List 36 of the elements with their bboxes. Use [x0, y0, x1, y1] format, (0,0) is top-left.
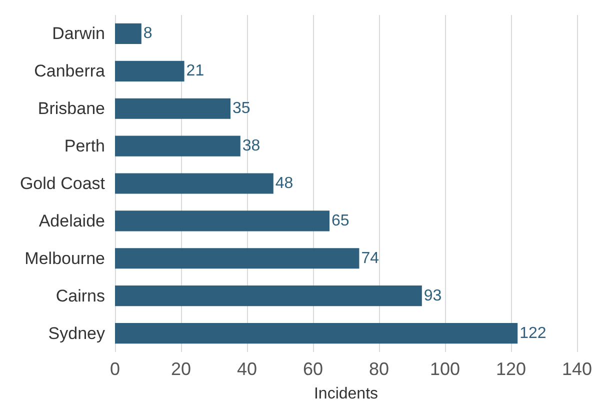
bar	[115, 23, 142, 44]
bar	[115, 173, 274, 194]
data-label: 122	[520, 324, 546, 342]
x-tick-label: 120	[496, 359, 526, 379]
y-tick-label: Sydney	[48, 324, 106, 343]
data-label: 93	[424, 287, 442, 304]
y-tick-label: Darwin	[52, 24, 105, 44]
bar	[115, 322, 518, 344]
bar	[115, 286, 422, 306]
y-tick-label: Canberra	[34, 62, 106, 81]
x-axis-title: Incidents	[314, 386, 378, 402]
data-label: 65	[332, 212, 350, 230]
y-tick-label: Melbourne	[24, 248, 105, 268]
data-label: 35	[232, 100, 250, 118]
x-tick-label: 100	[430, 359, 460, 379]
y-tick-label: Brisbane	[38, 99, 105, 118]
y-tick-label: Perth	[64, 136, 105, 156]
x-tick-label: 40	[236, 359, 258, 379]
data-label: 8	[143, 25, 152, 42]
bar	[115, 248, 360, 269]
data-label: 21	[186, 62, 204, 80]
data-label: 74	[361, 250, 380, 267]
bar	[115, 60, 184, 82]
x-tick-label: 0	[110, 359, 120, 379]
bar	[115, 210, 330, 232]
y-tick-label: Adelaide	[38, 211, 105, 230]
data-label: 48	[275, 175, 294, 192]
x-tick-label: 60	[302, 359, 324, 379]
x-tick-label: 80	[368, 359, 390, 379]
y-tick-label: Gold Coast	[20, 174, 106, 193]
x-tick-label: 20	[170, 359, 192, 379]
bar	[115, 136, 240, 156]
bar	[115, 98, 230, 119]
x-tick-label: 140	[562, 359, 592, 379]
y-tick-label: Cairns	[56, 286, 105, 306]
data-label: 38	[242, 138, 260, 155]
